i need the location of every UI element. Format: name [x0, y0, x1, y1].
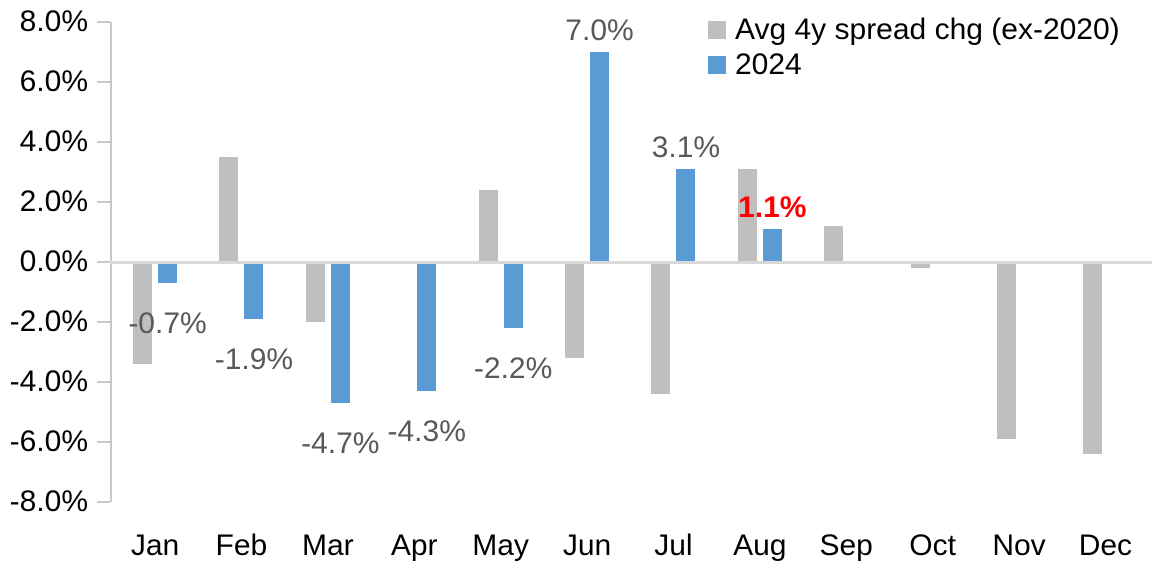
x-axis-zero-line: [110, 261, 1152, 264]
data-label-apr: -4.3%: [387, 415, 466, 448]
x-tick-label-oct: Oct: [909, 529, 956, 562]
bar-2024-jun: [590, 52, 609, 262]
data-label-jun: 7.0%: [565, 14, 634, 47]
bar-avg-mar: [305, 262, 325, 322]
data-label-may: -2.2%: [473, 352, 553, 385]
bar-avg-nov: [997, 262, 1016, 439]
bar-avg-jan: [133, 262, 152, 364]
y-tick-mark: [97, 141, 110, 143]
y-tick-mark: [97, 21, 110, 23]
y-tick-label: -6.0%: [9, 425, 88, 458]
bar-avg-feb: [219, 157, 239, 262]
legend-label-2024: 2024: [735, 47, 802, 81]
bar-2024-feb: [244, 262, 264, 319]
y-tick-mark: [97, 201, 110, 203]
y-tick-label: 0.0%: [19, 245, 88, 278]
x-tick-label-apr: Apr: [390, 529, 438, 562]
y-tick-mark: [97, 261, 110, 263]
data-label-feb: -1.9%: [214, 343, 294, 376]
bar-2024-may: [503, 262, 523, 328]
y-tick-label: -4.0%: [9, 365, 88, 398]
legend: Avg 4y spread chg (ex-2020) 2024: [708, 12, 1120, 82]
y-tick-label: 6.0%: [19, 65, 88, 98]
legend-swatch-blue: [708, 55, 726, 74]
bar-2024-aug: [762, 229, 782, 262]
x-tick-label-feb: Feb: [215, 529, 268, 562]
bar-2024-mar: [330, 262, 350, 403]
bar-avg-aug: [737, 169, 757, 262]
y-tick-label: 4.0%: [19, 125, 88, 158]
y-tick-label: 2.0%: [19, 185, 88, 218]
bar-2024-jan: [158, 262, 177, 283]
y-tick-mark: [97, 381, 110, 383]
x-tick-label-jul: Jul: [654, 529, 693, 562]
bar-avg-jun: [565, 262, 584, 358]
x-tick-label-jan: Jan: [130, 529, 180, 562]
bar-avg-oct: [910, 262, 930, 268]
y-tick-label: 8.0%: [19, 5, 88, 38]
y-tick-label: -8.0%: [9, 485, 88, 518]
legend-item-2024: 2024: [708, 47, 1120, 82]
data-label-jul: 3.1%: [651, 131, 721, 164]
bar-avg-may: [478, 190, 498, 262]
legend-swatch-gray: [708, 20, 726, 39]
x-tick-label-dec: Dec: [1078, 529, 1133, 562]
x-tick-label-jun: Jun: [562, 529, 612, 562]
y-tick-label: -2.0%: [9, 305, 88, 338]
x-tick-label-nov: Nov: [992, 529, 1046, 562]
bar-2024-jul: [676, 169, 696, 262]
bar-2024-apr: [417, 262, 437, 391]
x-tick-label-aug: Aug: [733, 529, 787, 562]
y-tick-mark: [97, 81, 110, 83]
y-tick-mark: [97, 501, 110, 503]
y-tick-mark: [97, 321, 110, 323]
bar-avg-sep: [824, 226, 844, 262]
data-label-aug: 1.1%: [738, 191, 807, 224]
x-tick-label-mar: Mar: [301, 529, 354, 562]
bar-avg-jul: [651, 262, 671, 394]
legend-item-avg-spread: Avg 4y spread chg (ex-2020): [708, 12, 1120, 47]
x-tick-label-may: May: [472, 529, 529, 562]
bar-avg-dec: [1083, 262, 1103, 454]
x-tick-label-sep: Sep: [819, 529, 873, 562]
legend-label-avg-spread: Avg 4y spread chg (ex-2020): [735, 12, 1120, 46]
data-label-mar: -4.7%: [301, 427, 380, 460]
y-tick-mark: [97, 441, 110, 443]
data-label-jan: -0.7%: [128, 307, 207, 340]
